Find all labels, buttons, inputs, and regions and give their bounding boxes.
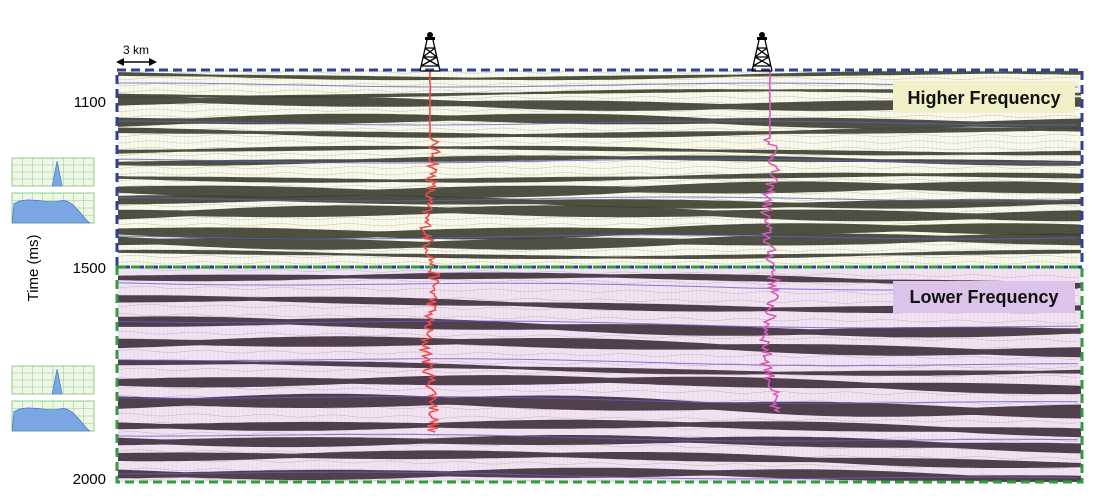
higher-frequency-reflectors (118, 70, 1081, 267)
spectrum-broad-top (11, 192, 95, 224)
lower-frequency-reflectors (118, 267, 1081, 482)
tick-label-2000: 2000 (73, 471, 106, 488)
spectrum-thumbnails (11, 157, 95, 432)
well-1-icon (419, 32, 441, 72)
spectrum-narrow-top (11, 157, 95, 187)
spectrum-broad-bottom (11, 400, 95, 432)
scale-bar: 3 km (116, 43, 157, 66)
higher-frequency-label-bg (893, 81, 1075, 113)
well-log-1 (417, 71, 442, 433)
lower-frequency-border (115, 265, 1084, 484)
higher-frequency-label: Higher Frequency (907, 88, 1060, 108)
well-log-2 (758, 71, 783, 413)
well-2-icon (751, 32, 773, 72)
scale-bar-label: 3 km (123, 43, 149, 57)
lower-frequency-label: Lower Frequency (909, 287, 1058, 307)
tick-label-1500: 1500 (73, 260, 106, 277)
tick-label-1100: 1100 (74, 94, 106, 111)
lower-frequency-label-bg (893, 281, 1075, 313)
spectrum-narrow-bottom (11, 365, 95, 395)
well-logs (417, 71, 783, 433)
y-axis-label: Time (ms) (25, 235, 42, 302)
